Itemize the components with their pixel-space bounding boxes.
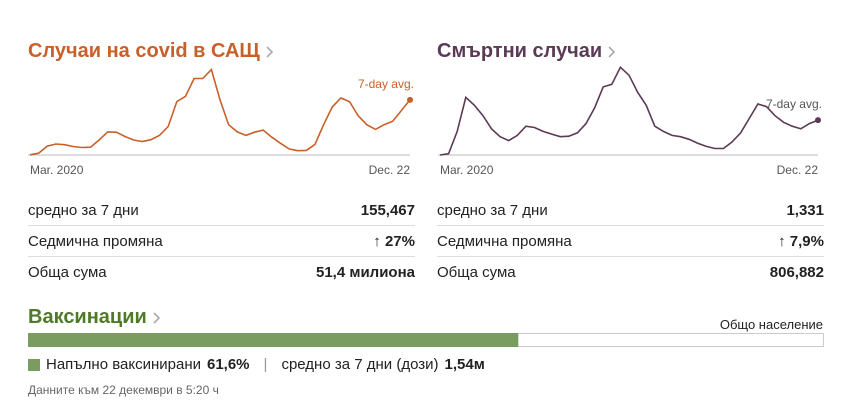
sparklines: 7-day avg. Mar. 2020 Dec. 22 7-day avg. Mar.… [28, 65, 822, 177]
vacc-title-link[interactable]: Ваксинации [28, 306, 161, 329]
chevron [266, 45, 273, 58]
stat-label: Седмична промяна [28, 232, 163, 250]
stat-value-wrap: ↑ 27% [373, 233, 415, 250]
last-point [407, 96, 413, 103]
vacc-title: Ваксинации [28, 306, 147, 328]
stat-row: средно за 7 дни 1,331 [437, 195, 824, 226]
line [29, 68, 411, 156]
full-label: Напълно ваксинирани [46, 356, 201, 373]
stat-label: средно за 7 дни [437, 201, 548, 219]
stat-label: Седмична промяна [437, 232, 572, 250]
vacc-legend: Напълно ваксинирани 61,6% | средно за 7 … [28, 356, 485, 373]
annotation: 7-day avg. [766, 97, 822, 111]
stat-value: 27% [384, 232, 415, 250]
doses-label: средно за 7 дни (дози) [281, 356, 439, 373]
stat-row: Обща сума 51,4 милиона [28, 257, 415, 287]
up-arrow: ↑ [778, 232, 790, 250]
stat-value-wrap: 1,331 [786, 202, 824, 219]
x-tick-label: Mar. 2020 [440, 163, 494, 177]
stat-value: 1,331 [786, 201, 824, 219]
vacc-fill [28, 333, 519, 347]
line [439, 65, 819, 156]
stat-value-wrap: 155,467 [361, 202, 415, 219]
chevron [608, 45, 616, 58]
last-point [815, 117, 821, 124]
x-tick-label: Mar. 2020 [30, 163, 84, 177]
footer: Данните към 22 декември в 5:20 ч [28, 383, 219, 397]
stat-value-wrap: 51,4 милиона [316, 264, 415, 281]
total-label: Общо население [719, 317, 823, 332]
deaths-title: Смъртни случаи [437, 40, 603, 62]
stat-row: Обща сума 806,882 [437, 257, 824, 287]
doses-value: 1,54м [444, 356, 485, 373]
stat-value: 7,9% [789, 232, 824, 250]
stat-label: Обща сума [437, 263, 516, 281]
stat-label: Обща сума [28, 263, 107, 281]
stat-value-wrap: ↑ 7,9% [778, 233, 824, 250]
stat-value: 155,467 [360, 201, 415, 219]
stat-label: средно за 7 дни [28, 201, 139, 219]
separator: | [263, 356, 268, 373]
stat-value: 51,4 милиона [316, 263, 415, 281]
vacc-bar [28, 333, 824, 347]
x-tick-label: Dec. 22 [369, 163, 411, 177]
cases-title-link[interactable]: Случаи на covid в САЩ [28, 40, 274, 63]
chevron [153, 311, 160, 324]
stat-value: 806,882 [769, 263, 824, 281]
up-arrow: ↑ [373, 232, 385, 250]
legend-swatch [28, 358, 40, 371]
cases-title: Случаи на covid в САЩ [28, 40, 260, 62]
x-tick-label: Dec. 22 [777, 163, 819, 177]
full-value: 61,6% [206, 356, 250, 373]
annotation: 7-day avg. [358, 77, 414, 91]
stat-row: Седмична промяна ↑ 7,9% [437, 226, 824, 257]
deaths-title-link[interactable]: Смъртни случаи [437, 40, 616, 63]
stat-row: средно за 7 дни 155,467 [28, 195, 415, 226]
stat-value-wrap: 806,882 [770, 264, 824, 281]
stat-row: Седмична промяна ↑ 27% [28, 226, 415, 257]
